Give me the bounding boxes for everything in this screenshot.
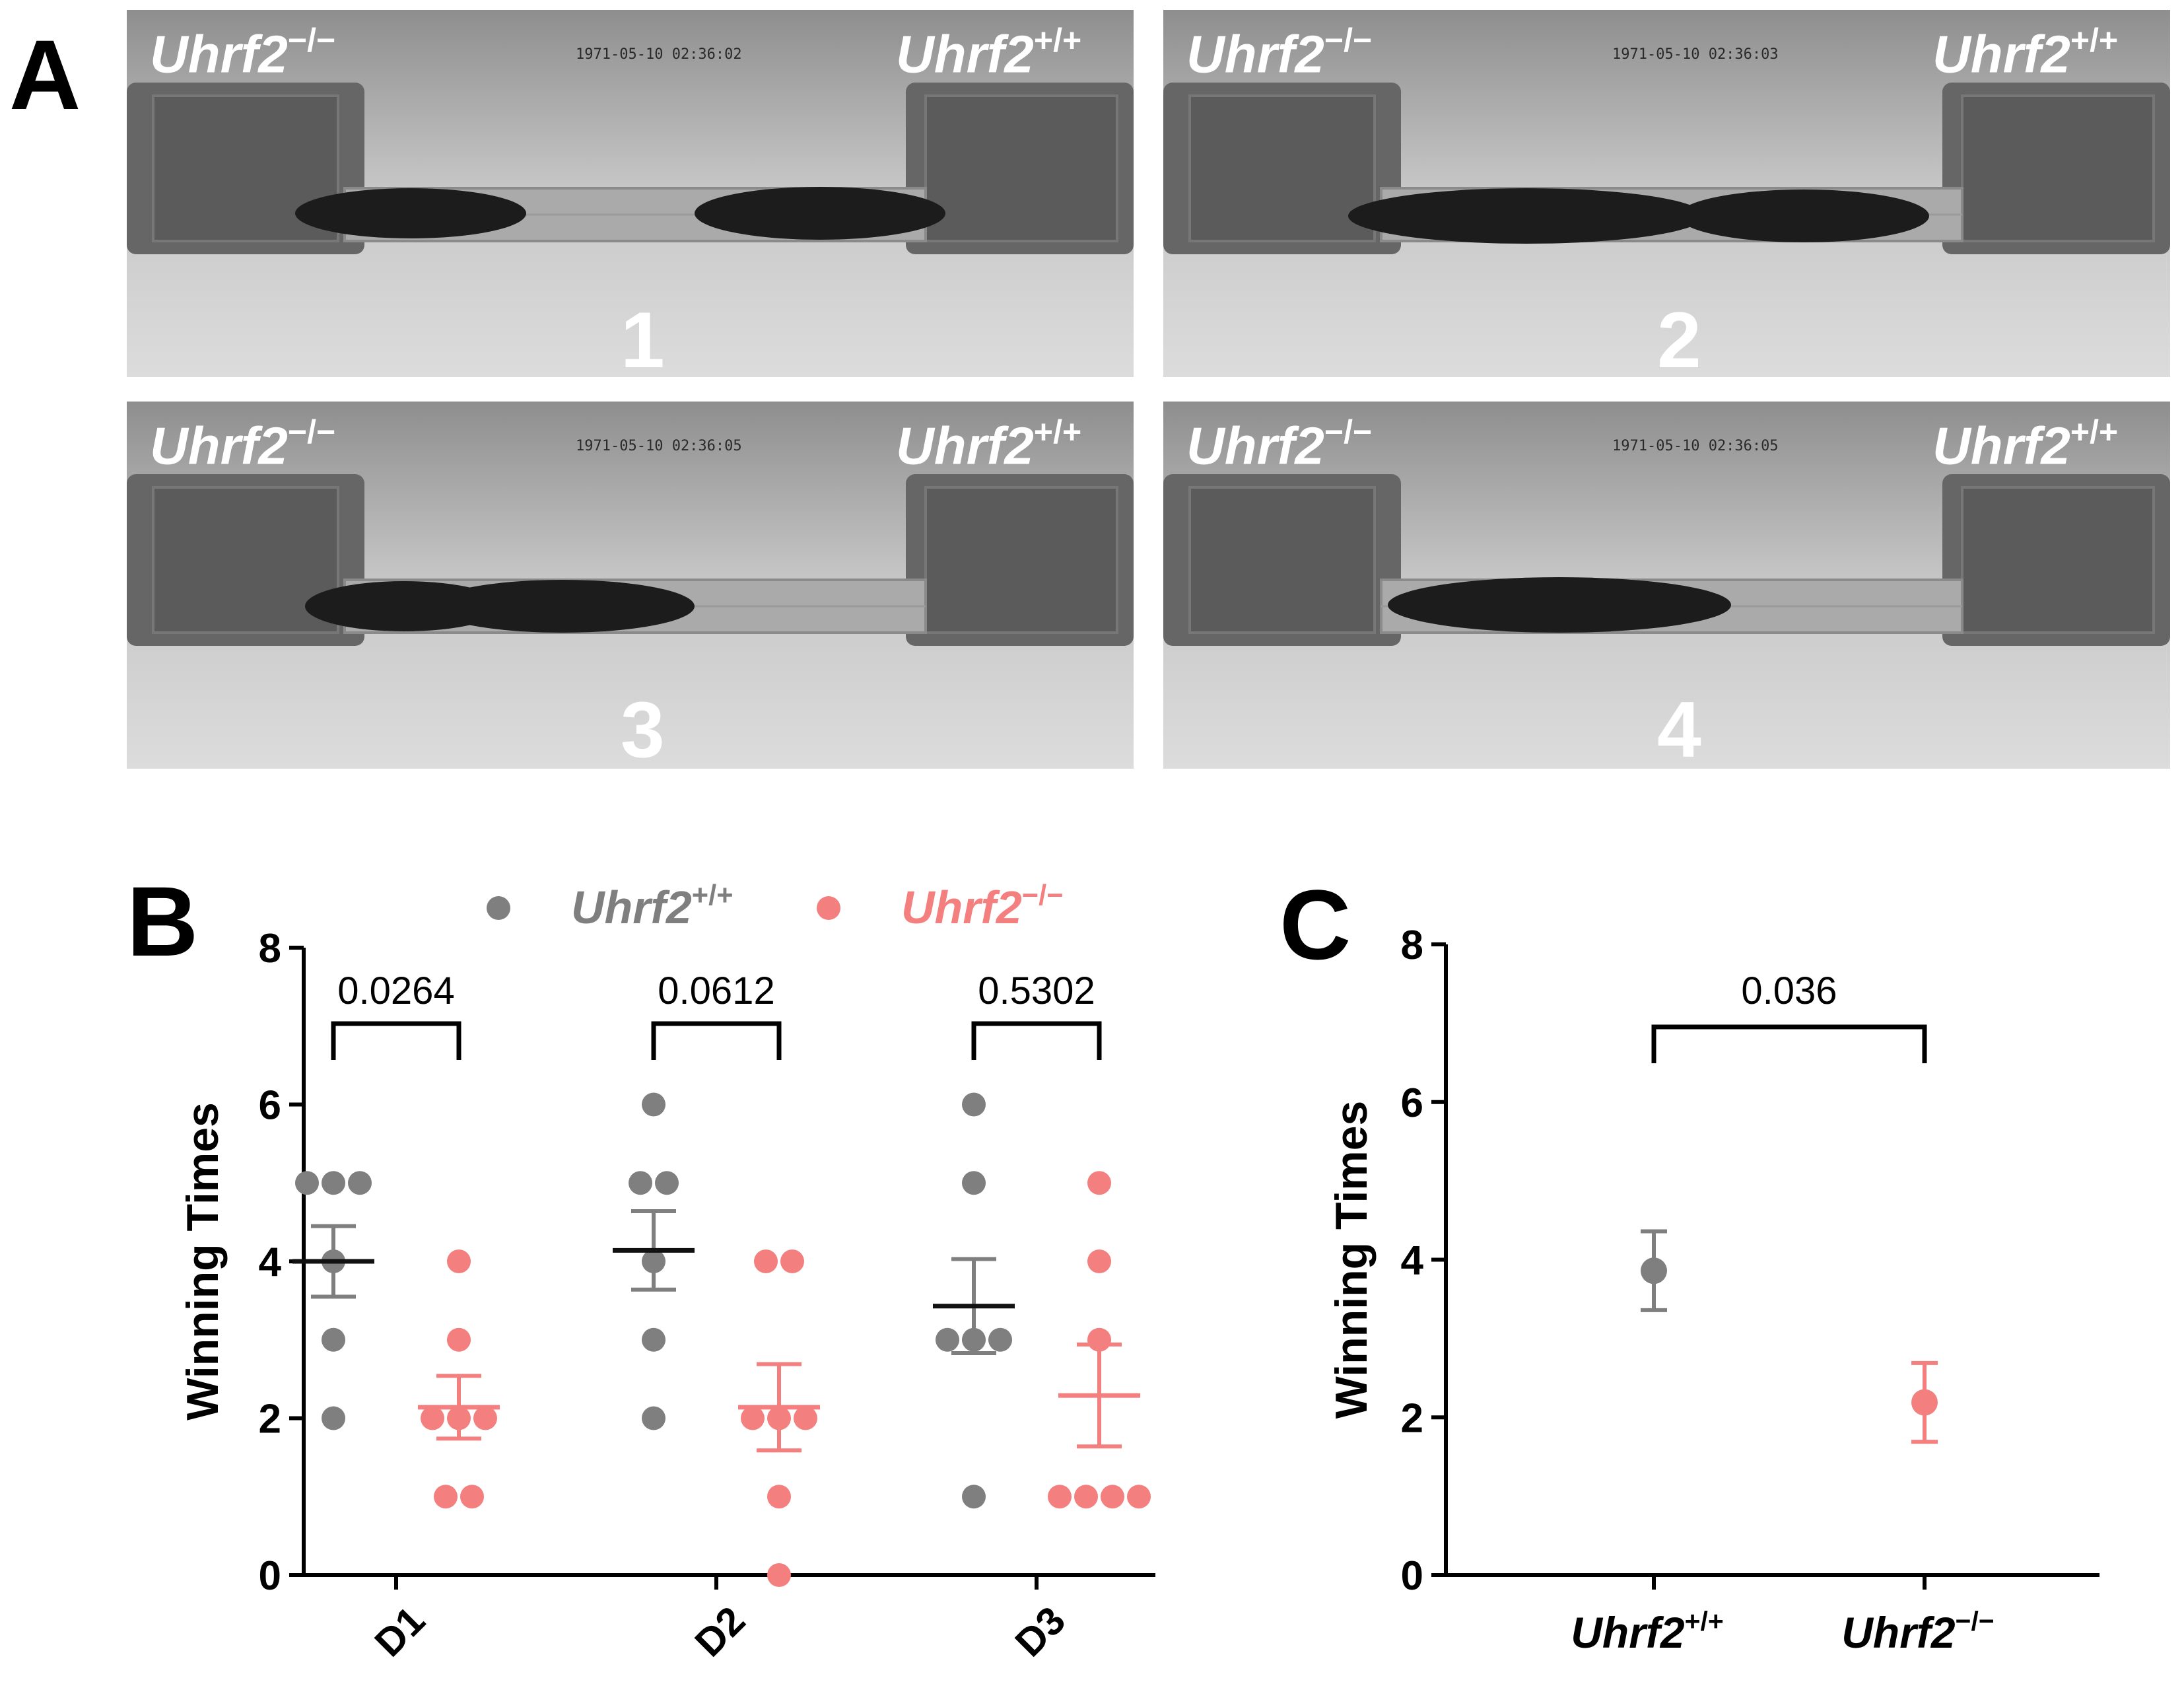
significance-bracket bbox=[971, 1021, 1102, 1060]
data-point bbox=[322, 1327, 345, 1352]
data-point bbox=[988, 1327, 1012, 1352]
mean-point bbox=[1641, 1257, 1667, 1284]
data-point bbox=[754, 1249, 778, 1273]
frame-number: 3 bbox=[621, 685, 665, 774]
x-tick-label: Uhrf2+/+ bbox=[1571, 1606, 1724, 1657]
data-point bbox=[447, 1249, 471, 1273]
data-point bbox=[962, 1485, 986, 1509]
genotype-label-left: Uhrf2−/− bbox=[150, 22, 336, 84]
data-point bbox=[1087, 1249, 1111, 1273]
x-tick-label: D1 bbox=[366, 1598, 434, 1666]
genotype-label-right: Uhrf2+/+ bbox=[896, 413, 1082, 475]
y-tick-label: 2 bbox=[1401, 1395, 1423, 1441]
data-point bbox=[741, 1406, 765, 1430]
genotype-label-right: Uhrf2+/+ bbox=[896, 22, 1082, 84]
x-tick-label: Uhrf2−/− bbox=[1841, 1606, 1995, 1657]
data-point bbox=[434, 1485, 458, 1509]
y-tick-label: 4 bbox=[1401, 1238, 1424, 1284]
data-point bbox=[655, 1171, 679, 1195]
y-tick-label: 8 bbox=[1401, 923, 1423, 968]
data-point bbox=[629, 1171, 652, 1195]
y-axis-label: Winning Times bbox=[1326, 1101, 1377, 1419]
y-tick-label: 8 bbox=[259, 926, 281, 971]
genotype-label-left: Uhrf2−/− bbox=[1186, 413, 1373, 475]
significance-bracket bbox=[1651, 1024, 1927, 1063]
significance-bracket bbox=[651, 1021, 782, 1060]
data-point bbox=[780, 1249, 804, 1273]
video-frame-3 bbox=[127, 402, 1134, 769]
data-point bbox=[447, 1327, 471, 1352]
video-frame-1 bbox=[127, 10, 1134, 377]
video-frame-4 bbox=[1163, 402, 2170, 769]
panel-label-a: A bbox=[9, 19, 81, 130]
data-point bbox=[1101, 1485, 1124, 1509]
data-point bbox=[1127, 1485, 1151, 1509]
data-point bbox=[1087, 1171, 1111, 1195]
data-point bbox=[322, 1171, 345, 1195]
legend-label-knockout: Uhrf2−/− bbox=[901, 880, 1064, 933]
timestamp: 1971-05-10 02:36:05 bbox=[576, 438, 742, 454]
y-tick-label: 4 bbox=[259, 1240, 282, 1285]
data-point bbox=[962, 1171, 986, 1195]
y-tick-label: 0 bbox=[1401, 1553, 1423, 1599]
data-point bbox=[794, 1406, 817, 1430]
chart-b: 0 2 4 6 8 Winning Times D1 D2 D3 Uhrf2+/+ Uhrf2−/−… bbox=[178, 880, 1155, 1666]
mean-point bbox=[1911, 1389, 1938, 1416]
y-tick-label: 6 bbox=[259, 1083, 281, 1129]
genotype-label-left: Uhrf2−/− bbox=[150, 413, 336, 475]
data-point bbox=[348, 1171, 372, 1195]
panel-label-b: B bbox=[127, 866, 199, 977]
genotype-label-right: Uhrf2+/+ bbox=[1932, 22, 2119, 84]
data-point bbox=[473, 1406, 497, 1430]
data-point bbox=[767, 1485, 791, 1509]
y-tick-label: 2 bbox=[259, 1397, 281, 1442]
genotype-label-left: Uhrf2−/− bbox=[1186, 22, 1373, 84]
data-point bbox=[1074, 1485, 1098, 1509]
panel-label-c: C bbox=[1280, 869, 1351, 980]
frame-number: 4 bbox=[1657, 685, 1701, 774]
chart-c: 0 2 4 6 8 Winning Times Uhrf2+/+ Uhrf2−/− 0.036 bbox=[1326, 923, 2099, 1657]
timestamp: 1971-05-10 02:36:05 bbox=[1612, 438, 1779, 454]
x-tick-label: D3 bbox=[1007, 1598, 1074, 1666]
frame-number: 1 bbox=[621, 296, 665, 384]
genotype-label-right: Uhrf2+/+ bbox=[1932, 413, 2119, 475]
data-point bbox=[936, 1327, 959, 1352]
timestamp: 1971-05-10 02:36:02 bbox=[576, 46, 742, 63]
legend-label-wildtype: Uhrf2+/+ bbox=[571, 880, 734, 933]
y-tick-label: 6 bbox=[1401, 1080, 1423, 1126]
data-point bbox=[1048, 1485, 1072, 1509]
p-value-label: 0.0612 bbox=[658, 969, 774, 1012]
data-point bbox=[767, 1563, 791, 1587]
data-point bbox=[642, 1092, 665, 1117]
frame-number: 2 bbox=[1657, 296, 1701, 384]
data-point bbox=[295, 1171, 319, 1195]
data-point bbox=[421, 1406, 444, 1430]
x-tick-label: D2 bbox=[687, 1598, 754, 1666]
p-value-label: 0.5302 bbox=[978, 969, 1095, 1012]
timestamp: 1971-05-10 02:36:03 bbox=[1612, 46, 1779, 63]
data-point bbox=[642, 1406, 665, 1430]
data-point bbox=[322, 1406, 345, 1430]
p-value-label: 0.036 bbox=[1741, 969, 1837, 1012]
legend-marker-wildtype bbox=[487, 896, 510, 920]
data-point bbox=[460, 1485, 484, 1509]
data-point bbox=[642, 1327, 665, 1352]
video-frame-2 bbox=[1163, 10, 2170, 377]
y-axis-label: Winning Times bbox=[178, 1102, 228, 1421]
legend-marker-knockout bbox=[817, 896, 840, 920]
significance-bracket bbox=[331, 1021, 461, 1060]
data-point bbox=[962, 1092, 986, 1117]
y-tick-label: 0 bbox=[259, 1553, 281, 1599]
p-value-label: 0.0264 bbox=[337, 969, 454, 1012]
